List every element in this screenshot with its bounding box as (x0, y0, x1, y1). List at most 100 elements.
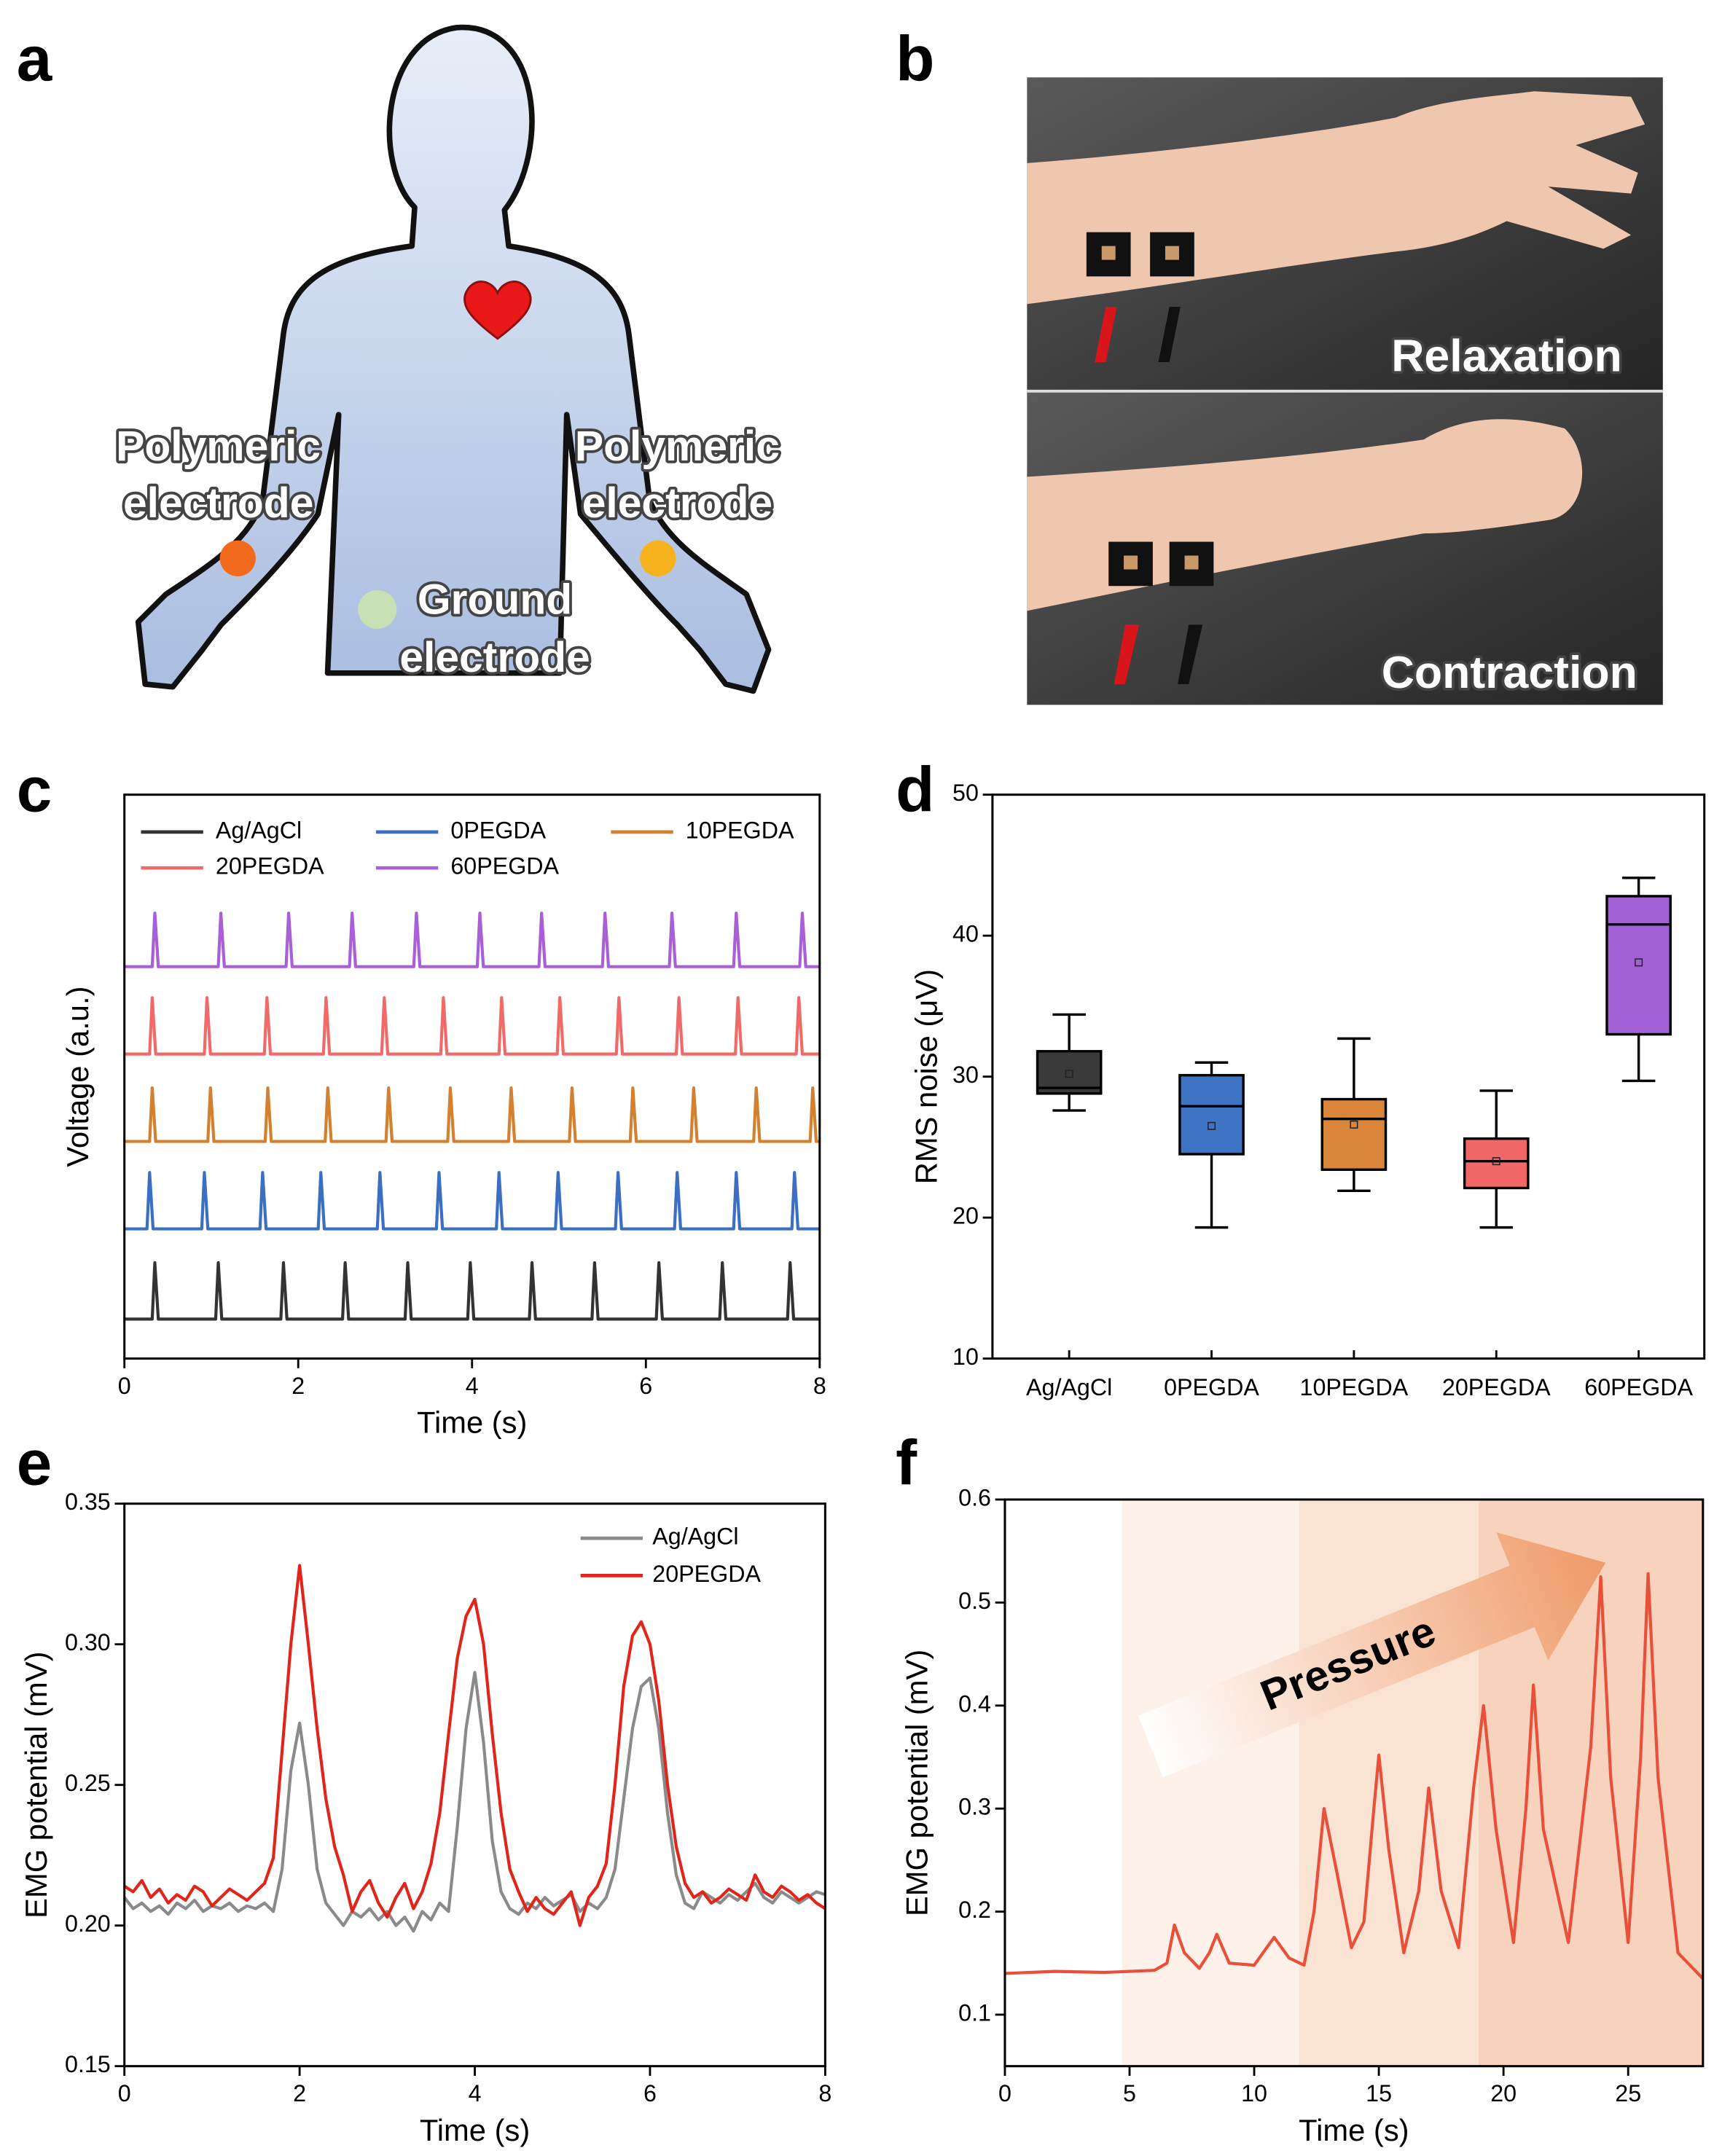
panel-letter: b (896, 23, 934, 94)
legend-label: 20PEGDA (652, 1561, 761, 1587)
x-tick-label: 8 (818, 2080, 831, 2106)
x-tick-label: 2 (293, 2080, 306, 2106)
y-tick-label: 0.4 (958, 1690, 991, 1717)
y-tick-label: 40 (952, 921, 979, 947)
x-tick-label: 0 (998, 2080, 1011, 2106)
y-axis-label: EMG potential (mV) (899, 1650, 934, 1916)
electrode-label: electrode (582, 479, 772, 527)
shaded-region (1299, 1500, 1479, 2066)
x-tick-label: 0 (118, 1373, 131, 1399)
box (1178, 1073, 1245, 1156)
legend-label: 20PEGDA (216, 853, 324, 879)
electrode-pad (1184, 555, 1199, 570)
x-tick-label: 10PEGDA (1300, 1374, 1409, 1400)
series-line (124, 912, 820, 968)
y-axis-label: EMG potential (mV) (19, 1652, 53, 1918)
x-axis-label: Time (s) (420, 2113, 530, 2147)
y-tick-label: 0.35 (65, 1489, 111, 1515)
x-tick-label: 0PEGDA (1164, 1374, 1259, 1400)
mean (1065, 1070, 1073, 1078)
arm-fist (1027, 419, 1583, 611)
series-line (124, 1086, 820, 1143)
panel-letter: e (17, 1427, 52, 1498)
chart: 0 5 10 15 20 25 0.1 0.2 0.3 0.4 0.5 0.6 Time (s) EMG … (899, 1485, 1705, 2147)
y-tick-label: 0.25 (65, 1770, 111, 1796)
photo-caption: Relaxation (1391, 331, 1621, 382)
chart: 10 20 30 40 50 RMS noise (μV) Ag/AgCl 0PEGDA 10P… (909, 780, 1706, 1400)
mean (1208, 1121, 1216, 1130)
x-axis-label: Time (s) (417, 1406, 527, 1440)
heart (463, 281, 532, 340)
y-tick-label: 0.6 (958, 1485, 991, 1511)
y-tick-label: 0.3 (958, 1794, 991, 1820)
electrode-label: Ground (418, 576, 572, 624)
box (1320, 1097, 1388, 1172)
mean (1350, 1120, 1358, 1129)
box (1036, 1050, 1103, 1095)
x-tick-label: 5 (1123, 2080, 1136, 2106)
electrode-label: Polymeric (575, 423, 780, 470)
clip-red (1095, 307, 1117, 362)
y-tick-label: 0.30 (65, 1629, 111, 1655)
electrode-label: Polymeric (116, 423, 321, 470)
x-tick-label: 15 (1366, 2080, 1392, 2106)
box (1463, 1137, 1530, 1190)
legend-label: Ag/AgCl (216, 817, 302, 843)
box (1605, 895, 1672, 1036)
plot-frame (123, 1502, 826, 2068)
panel-letter: f (896, 1427, 917, 1498)
y-axis-label: RMS noise (μV) (909, 969, 944, 1184)
x-tick-label: 20PEGDA (1442, 1374, 1551, 1400)
y-tick-label: 0.1 (958, 2000, 991, 2026)
y-tick-label: 0.20 (65, 1910, 111, 1937)
legend-label: Ag/AgCl (652, 1524, 738, 1550)
x-tick-label: 4 (469, 2080, 482, 2106)
series-line (123, 1564, 826, 1927)
panel-letter: c (17, 755, 52, 826)
panel-letter: a (17, 23, 53, 94)
series-line (124, 996, 820, 1056)
legend-label: 0PEGDA (450, 817, 546, 843)
x-tick-label: 8 (813, 1373, 826, 1399)
x-tick-label: 6 (639, 1373, 652, 1399)
x-tick-label: 4 (466, 1373, 479, 1399)
legend-label: 60PEGDA (450, 853, 559, 879)
x-tick-label: 0 (118, 2080, 131, 2106)
electrode-pad (1101, 246, 1116, 260)
y-tick-label: 10 (952, 1344, 979, 1370)
x-tick-label: Ag/AgCl (1026, 1374, 1112, 1400)
y-tick-label: 30 (952, 1062, 979, 1088)
ground-electrode-dot (358, 589, 397, 630)
legend-label: 10PEGDA (686, 817, 794, 843)
left-electrode-dot (219, 540, 256, 576)
electrode-label: electrode (123, 479, 313, 527)
y-tick-label: 0.2 (958, 1897, 991, 1923)
x-tick-label: 25 (1615, 2080, 1641, 2106)
plot-frame (123, 793, 821, 1360)
chart: 0 2 4 6 8 0.15 0.20 0.25 0.30 0.35 Time (s) EMG pot… (19, 1489, 831, 2147)
x-tick-label: 2 (291, 1373, 305, 1399)
chart: 0 2 4 6 8 Time (s) Voltage (a.u.) Ag/AgCl 0PEGDA… (60, 793, 826, 1440)
x-tick-label: 60PEGDA (1584, 1374, 1693, 1400)
shaded-region (1122, 1500, 1299, 2066)
y-axis-label: Voltage (a.u.) (60, 987, 95, 1167)
photos: Relaxation Contraction (1027, 77, 1663, 705)
x-axis-label: Time (s) (1299, 2113, 1409, 2147)
mean (1492, 1157, 1500, 1166)
plot-frame (991, 793, 1706, 1360)
series-line (124, 1171, 820, 1231)
y-tick-label: 0.5 (958, 1588, 991, 1614)
body-diagram: Polymeric electrode Polymeric electrode … (113, 25, 783, 694)
x-tick-label: 6 (643, 2080, 657, 2106)
electrode-pad (1165, 246, 1179, 260)
y-tick-label: 50 (952, 780, 979, 806)
arrow-shape (1138, 1532, 1606, 1778)
x-tick-label: 10 (1241, 2080, 1267, 2106)
clip-black (1158, 307, 1181, 362)
series-line (1004, 1572, 1705, 1980)
photo-caption: Contraction (1382, 647, 1637, 698)
x-tick-label: 20 (1490, 2080, 1517, 2106)
mean (1635, 958, 1643, 967)
electrode-label: electrode (399, 634, 590, 681)
